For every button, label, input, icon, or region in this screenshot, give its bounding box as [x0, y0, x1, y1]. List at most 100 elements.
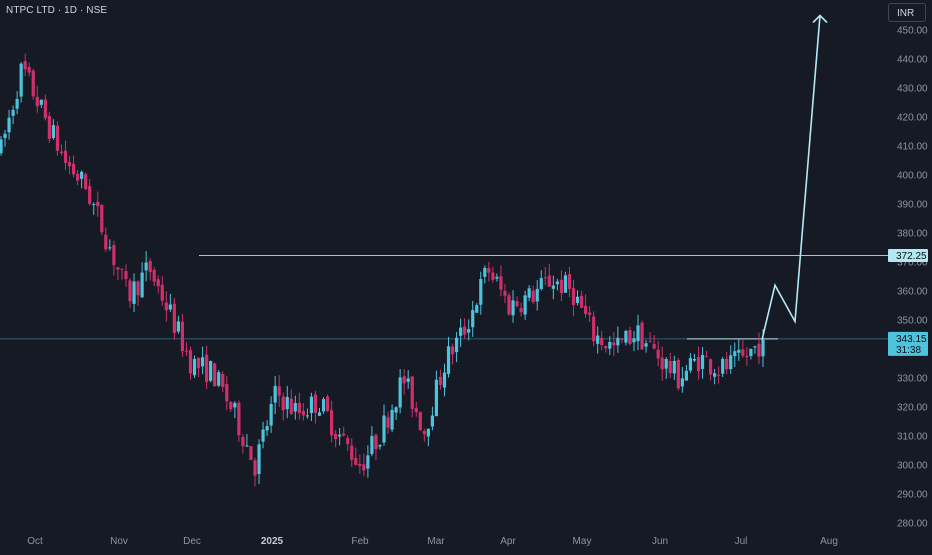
candle [7, 109, 11, 140]
y-tick-label: 300.00 [897, 461, 928, 472]
candle [539, 270, 543, 291]
candle [499, 265, 503, 297]
candle [503, 284, 507, 304]
candle [273, 376, 277, 415]
candle [265, 420, 269, 437]
candle [225, 376, 229, 411]
candle [608, 336, 612, 355]
candle [454, 331, 459, 363]
candle [515, 296, 519, 308]
candle [547, 263, 551, 287]
y-tick-label: 450.00 [897, 26, 928, 37]
candle [434, 370, 439, 417]
candle [76, 170, 80, 186]
candle [584, 294, 588, 318]
candle [180, 313, 185, 358]
candle [531, 285, 535, 305]
candle [624, 329, 628, 346]
candle [39, 99, 43, 109]
candle [80, 170, 84, 189]
candle [680, 366, 684, 393]
y-tick-label: 440.00 [897, 55, 928, 66]
candle [612, 332, 616, 357]
candle [741, 339, 745, 358]
y-tick-label: 420.00 [897, 113, 928, 124]
candle [668, 352, 672, 379]
candle [579, 290, 584, 309]
y-tick-label: 280.00 [897, 519, 928, 530]
candle [156, 275, 160, 294]
candle [43, 94, 47, 121]
candle [717, 366, 721, 384]
candle [120, 268, 124, 280]
candle [245, 434, 249, 447]
candle [733, 342, 737, 367]
candle [112, 240, 116, 276]
candle [479, 271, 483, 315]
x-tick-label: 2025 [261, 536, 284, 547]
candle [297, 392, 301, 420]
candle [325, 394, 330, 413]
candle [475, 302, 479, 314]
currency-button[interactable]: INR [888, 3, 926, 22]
x-axis[interactable]: Oct Nov Dec 2025 Feb Mar Apr May Jun Jul Aug [27, 536, 838, 547]
candle [507, 292, 511, 316]
candle [398, 368, 402, 414]
candle [176, 315, 180, 334]
resistance-price-label: 372.25 [896, 251, 927, 262]
candle [92, 202, 96, 215]
candle [172, 297, 176, 340]
candle [132, 273, 136, 313]
y-tick-label: 310.00 [897, 432, 928, 443]
candle [394, 406, 398, 420]
candle [338, 427, 342, 446]
candle [600, 330, 604, 350]
y-tick-label: 400.00 [897, 171, 928, 182]
candle [233, 401, 237, 419]
candle [571, 279, 576, 317]
candle [354, 447, 358, 466]
candle [588, 305, 592, 322]
candle [575, 290, 580, 306]
candle [692, 353, 697, 363]
candle [136, 280, 140, 306]
candle [596, 326, 600, 354]
candle [184, 341, 189, 356]
candle [164, 291, 168, 322]
y-tick-label: 290.00 [897, 490, 928, 501]
candle [527, 285, 531, 302]
x-tick-label: Dec [183, 536, 201, 547]
candle [84, 172, 88, 190]
candle [277, 375, 281, 408]
projection-line[interactable] [761, 15, 821, 341]
candle [249, 446, 253, 460]
candle [664, 357, 668, 379]
last-price-label: 343.15 [896, 334, 927, 345]
candle [330, 400, 334, 443]
candle [471, 300, 475, 337]
candle [23, 53, 27, 77]
candle [382, 404, 386, 446]
x-tick-label: Oct [27, 536, 43, 547]
candle [200, 346, 205, 375]
candle [656, 340, 660, 367]
candle [749, 348, 753, 360]
y-axis[interactable]: 450.00 440.00 430.00 420.00 410.00 400.00 390.… [897, 26, 928, 530]
candle [59, 144, 64, 156]
candle [672, 355, 676, 380]
symbol-title[interactable]: NTPC LTD · 1D · NSE [6, 5, 108, 16]
candle [430, 406, 434, 431]
y-tick-label: 390.00 [897, 200, 928, 211]
candle [592, 311, 596, 347]
candle [67, 156, 72, 175]
candle [281, 392, 285, 421]
y-tick-label: 410.00 [897, 142, 928, 153]
arrow-head-icon [812, 14, 828, 24]
candle [442, 363, 447, 397]
candle [237, 400, 241, 443]
candle [192, 355, 197, 378]
candle [757, 332, 761, 365]
